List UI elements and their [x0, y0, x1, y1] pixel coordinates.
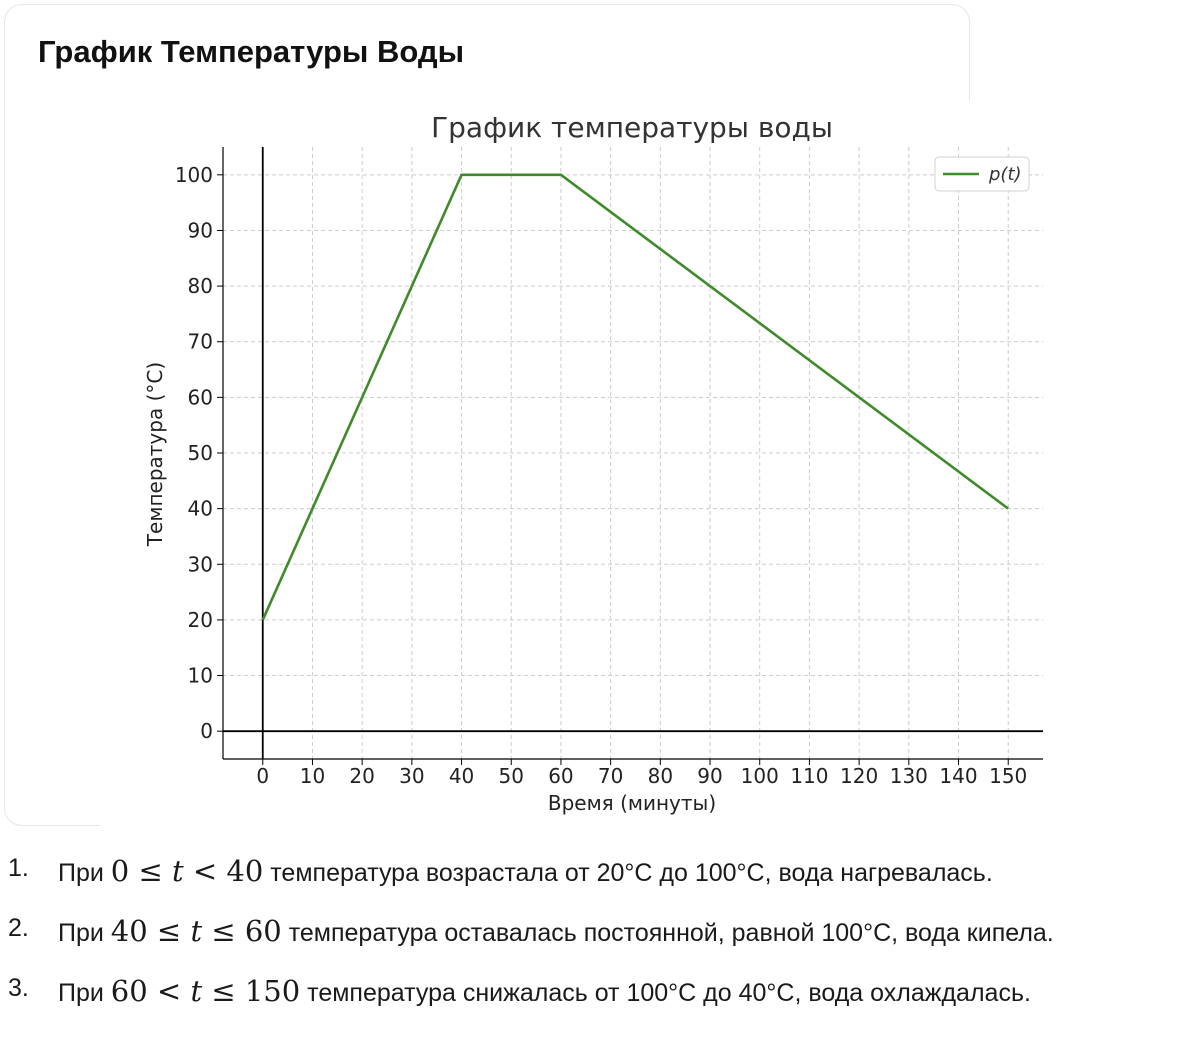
- note-text: температура возрастала от 20°C до 100°C,…: [270, 859, 993, 887]
- note-prefix: При: [58, 859, 104, 887]
- note-body: При 40 ≤ t ≤ 60 температура оставалась п…: [58, 914, 1054, 948]
- series-line: [261, 173, 1009, 621]
- note-body: При 0 ≤ t < 40 температура возрастала от…: [58, 854, 993, 888]
- x-tick-label: 70: [598, 764, 623, 788]
- y-tick-label: 30: [188, 552, 213, 576]
- math-term: 60: [110, 974, 148, 1008]
- y-tick-label: 40: [188, 497, 213, 521]
- y-tick-label: 80: [188, 274, 213, 298]
- note-math: 60 < t ≤ 150: [111, 974, 300, 1008]
- temperature-chart: 0 10 20 30 40 50 60 70 80 90 100 110 120 130 140 150 0 10…: [143, 111, 1043, 815]
- x-tick-label: 120: [840, 764, 878, 788]
- note-math: 0 ≤ t < 40: [111, 854, 264, 888]
- x-tick-label: 140: [939, 764, 977, 788]
- math-term: ≤: [156, 914, 182, 948]
- series: [261, 173, 1009, 621]
- legend-label: p(t): [988, 164, 1022, 185]
- tick-labels: 0 10 20 30 40 50 60 70 80 90 100 110 120 130 140 150 0 10…: [175, 163, 1027, 788]
- math-term: t: [190, 974, 203, 1008]
- x-tick-label: 130: [890, 764, 928, 788]
- card-title: График Температуры Воды: [38, 34, 465, 69]
- note-number: 2.: [8, 914, 29, 942]
- y-tick-label: 100: [175, 163, 213, 187]
- math-term: 0: [110, 854, 130, 888]
- math-term: t: [190, 914, 203, 948]
- math-term: 40: [110, 914, 148, 948]
- note-prefix: При: [58, 919, 104, 947]
- math-term: ≤: [211, 974, 236, 1008]
- x-tick-label: 0: [256, 764, 269, 788]
- x-tick-label: 100: [741, 764, 779, 788]
- note-text: температура оставалась постоянной, равно…: [288, 919, 1054, 947]
- note-number: 1.: [8, 854, 29, 882]
- x-tick-label: 60: [548, 764, 573, 788]
- math-term: t: [172, 854, 184, 888]
- math-term: 150: [244, 974, 301, 1008]
- x-tick-label: 30: [399, 764, 424, 788]
- x-tick-label: 10: [300, 764, 325, 788]
- note-body: При 60 < t ≤ 150 температура снижалась о…: [58, 974, 1031, 1008]
- x-tick-label: 50: [499, 764, 524, 788]
- note-math: 40 ≤ t ≤ 60: [111, 914, 282, 948]
- note-prefix: При: [58, 979, 104, 1007]
- y-axis-label: Температура (°C): [143, 362, 167, 547]
- x-tick-label: 80: [648, 764, 673, 788]
- note-number: 3.: [8, 974, 29, 1002]
- x-tick-label: 20: [349, 764, 374, 788]
- y-tick-label: 60: [188, 385, 213, 409]
- legend: p(t): [934, 156, 1030, 192]
- grid: [223, 147, 1043, 759]
- x-axis-label: Время (минуты): [548, 791, 716, 815]
- note-text: температура снижалась от 100°C до 40°C, …: [307, 979, 1031, 1007]
- math-term: 60: [244, 914, 282, 948]
- y-tick-label: 10: [188, 664, 213, 688]
- math-term: 40: [226, 854, 264, 888]
- x-tick-label: 90: [697, 764, 722, 788]
- y-tick-label: 20: [188, 608, 213, 632]
- legend-box: [934, 156, 1030, 192]
- chart-title: График температуры воды: [431, 111, 833, 144]
- x-tick-label: 110: [790, 764, 828, 788]
- x-tick-label: 150: [989, 764, 1027, 788]
- x-tick-label: 40: [449, 764, 474, 788]
- y-tick-label: 70: [188, 330, 213, 354]
- math-term: <: [192, 854, 218, 888]
- math-term: <: [156, 974, 182, 1008]
- y-tick-label: 50: [188, 441, 213, 465]
- math-term: ≤: [138, 854, 163, 888]
- y-tick-label: 0: [200, 719, 213, 743]
- math-term: ≤: [211, 914, 236, 948]
- y-tick-label: 90: [188, 218, 213, 242]
- chart-area: 0 10 20 30 40 50 60 70 80 90 100 110 120 130 140 150 0 10…: [100, 100, 1180, 830]
